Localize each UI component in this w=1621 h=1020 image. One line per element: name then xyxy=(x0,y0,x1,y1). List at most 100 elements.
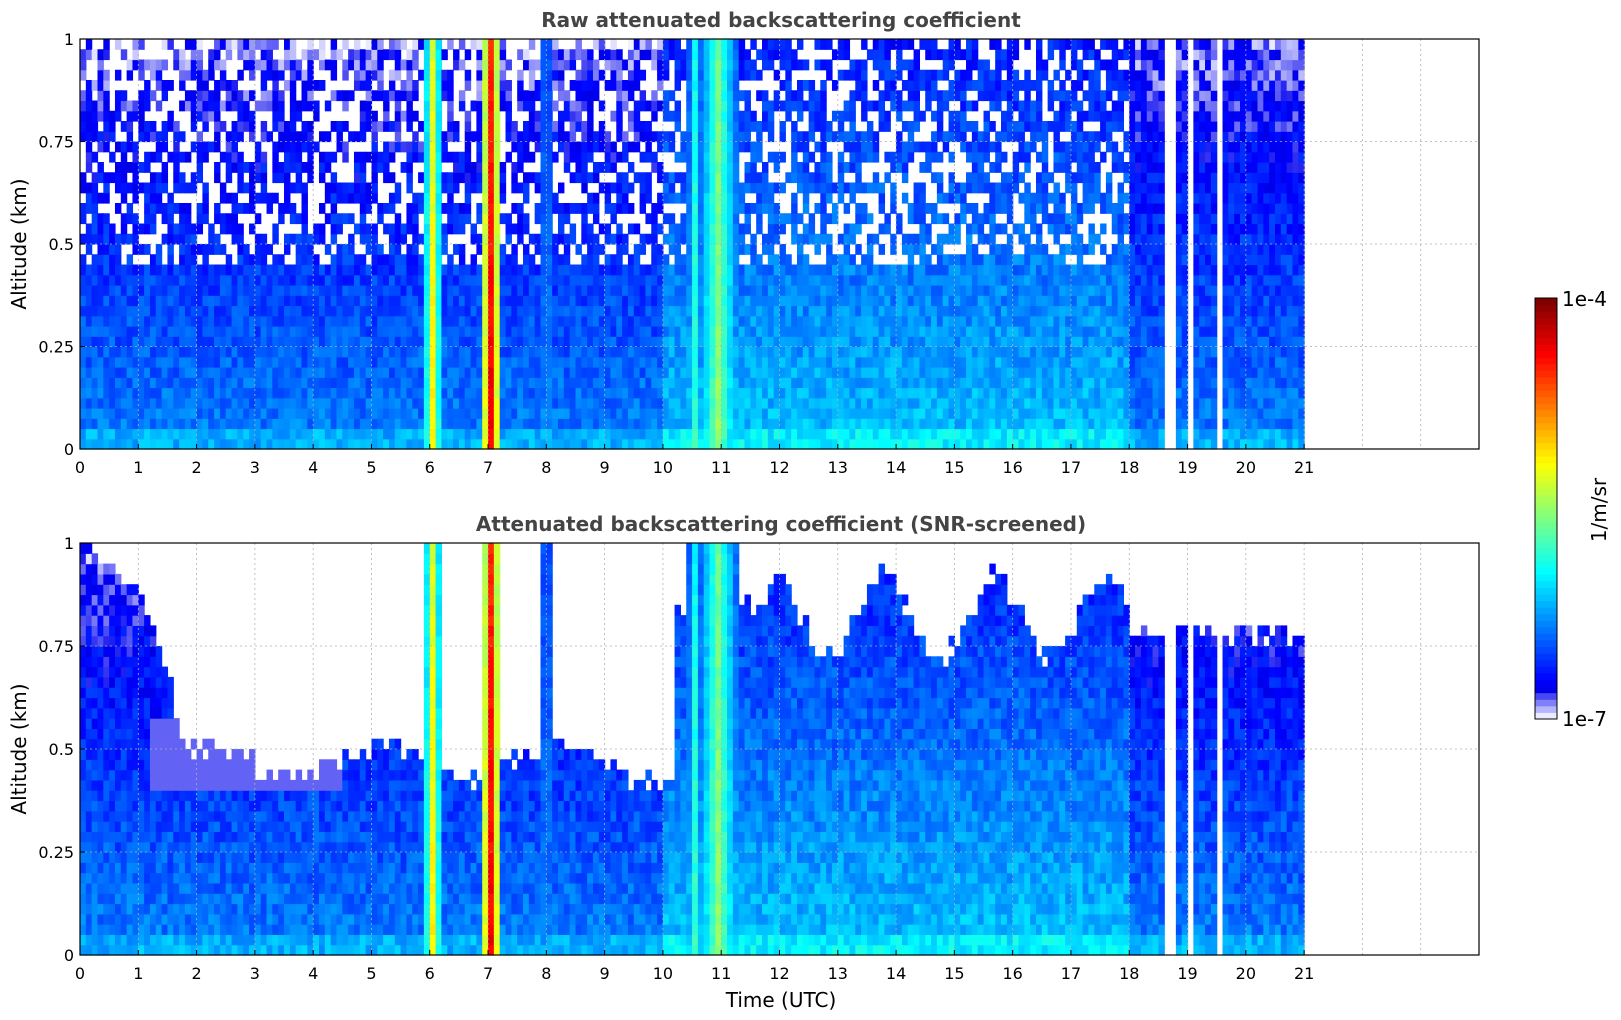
heatmap-cell xyxy=(651,367,657,378)
heatmap-cell xyxy=(803,306,809,317)
heatmap-cell xyxy=(733,429,739,440)
heatmap-cell xyxy=(494,306,500,317)
heatmap-cell xyxy=(465,418,471,429)
heatmap-cell xyxy=(535,60,541,71)
heatmap-cell xyxy=(97,213,103,224)
heatmap-cell xyxy=(809,80,815,91)
heatmap-cell xyxy=(80,172,86,183)
heatmap-cell xyxy=(745,367,751,378)
heatmap-cell xyxy=(558,388,564,399)
heatmap-cell xyxy=(377,203,383,214)
heatmap-cell xyxy=(226,275,232,286)
heatmap-cell xyxy=(756,357,762,368)
heatmap-cell xyxy=(150,306,156,317)
heatmap-cell xyxy=(296,316,302,327)
heatmap-cell xyxy=(278,398,284,409)
heatmap-cell xyxy=(371,183,377,194)
heatmap-cell xyxy=(167,418,173,429)
heatmap-cell xyxy=(698,388,704,399)
heatmap-cell xyxy=(733,306,739,317)
heatmap-cell xyxy=(389,377,395,388)
heatmap-cell xyxy=(581,49,587,60)
heatmap-cell xyxy=(780,418,786,429)
heatmap-cell xyxy=(768,193,774,204)
heatmap-cell xyxy=(296,398,302,409)
heatmap-cell xyxy=(844,347,850,358)
heatmap-cell xyxy=(791,101,797,112)
heatmap-cell xyxy=(389,193,395,204)
heatmap-cell xyxy=(360,203,366,214)
heatmap-cell xyxy=(500,429,506,440)
heatmap-cell xyxy=(325,357,331,368)
heatmap-cell xyxy=(704,224,710,235)
heatmap-cell xyxy=(336,408,342,419)
heatmap-cell xyxy=(704,101,710,112)
heatmap-cell xyxy=(645,172,651,183)
heatmap-cell xyxy=(564,326,570,337)
heatmap-cell xyxy=(284,193,290,204)
heatmap-cell xyxy=(441,295,447,306)
heatmap-cell xyxy=(610,357,616,368)
heatmap-cell xyxy=(144,418,150,429)
heatmap-cell xyxy=(412,39,418,50)
heatmap-cell xyxy=(453,162,459,173)
heatmap-cell xyxy=(820,121,826,132)
heatmap-cell xyxy=(377,306,383,317)
heatmap-cell xyxy=(156,326,162,337)
heatmap-cell xyxy=(838,408,844,419)
heatmap-cell xyxy=(750,60,756,71)
heatmap-cell xyxy=(739,357,745,368)
heatmap-cell xyxy=(844,183,850,194)
heatmap-cell xyxy=(669,439,675,450)
heatmap-cell xyxy=(867,388,873,399)
heatmap-cell xyxy=(144,101,150,112)
heatmap-cell xyxy=(325,377,331,388)
heatmap-cell xyxy=(348,347,354,358)
heatmap-cell xyxy=(86,101,92,112)
heatmap-cell xyxy=(622,357,628,368)
heatmap-cell xyxy=(476,80,482,91)
heatmap-cell xyxy=(552,60,558,71)
heatmap-cell xyxy=(488,244,494,255)
heatmap-cell xyxy=(605,439,611,450)
heatmap-cell xyxy=(686,183,692,194)
heatmap-cell xyxy=(826,439,832,450)
heatmap-cell xyxy=(780,80,786,91)
heatmap-cell xyxy=(179,183,185,194)
heatmap-cell xyxy=(727,49,733,60)
heatmap-cell xyxy=(220,377,226,388)
heatmap-cell xyxy=(587,203,593,214)
heatmap-cell xyxy=(704,254,710,265)
heatmap-cell xyxy=(593,429,599,440)
heatmap-cell xyxy=(570,80,576,91)
heatmap-cell xyxy=(814,326,820,337)
heatmap-cell xyxy=(430,39,436,50)
heatmap-cell xyxy=(226,295,232,306)
heatmap-cell xyxy=(826,306,832,317)
heatmap-cell xyxy=(768,254,774,265)
heatmap-cell xyxy=(103,275,109,286)
heatmap-cell xyxy=(680,295,686,306)
heatmap-cell xyxy=(465,111,471,122)
heatmap-cell xyxy=(127,388,133,399)
heatmap-cell xyxy=(459,295,465,306)
heatmap-cell xyxy=(575,306,581,317)
heatmap-cell xyxy=(121,121,127,132)
heatmap-cell xyxy=(756,131,762,142)
heatmap-cell xyxy=(348,326,354,337)
heatmap-cell xyxy=(121,439,127,450)
heatmap-cell xyxy=(331,265,337,276)
heatmap-cell xyxy=(424,377,430,388)
heatmap-cell xyxy=(290,90,296,101)
heatmap-cell xyxy=(179,336,185,347)
heatmap-cell xyxy=(587,377,593,388)
heatmap-cell xyxy=(243,90,249,101)
heatmap-cell xyxy=(360,439,366,450)
heatmap-cell xyxy=(809,121,815,132)
heatmap-cell xyxy=(185,316,191,327)
heatmap-cell xyxy=(97,295,103,306)
heatmap-cell xyxy=(331,336,337,347)
heatmap-cell xyxy=(803,367,809,378)
heatmap-cell xyxy=(546,336,552,347)
heatmap-cell xyxy=(628,326,634,337)
